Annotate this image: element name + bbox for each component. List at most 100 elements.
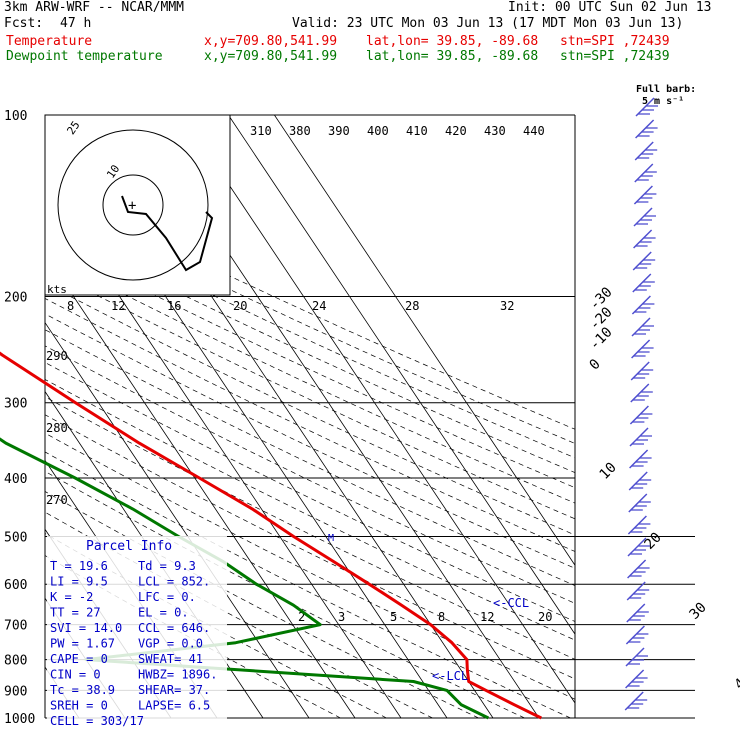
wind-barb — [629, 405, 649, 425]
dry-adiabat — [45, 282, 575, 536]
wind-barb — [625, 669, 645, 689]
dry-adiabat — [45, 345, 575, 604]
wind-barb — [632, 273, 652, 293]
theta-label: 400 — [367, 124, 389, 138]
temperature-station: stn=SPI ,72439 — [560, 34, 670, 49]
wind-barb — [627, 515, 647, 535]
mixing-ratio-label-lower: 3 — [338, 610, 345, 624]
hodograph-frame — [44, 114, 231, 296]
isotherm-label: -10 — [587, 324, 616, 353]
pressure-label-600: 600 — [4, 578, 27, 593]
hodograph-center: + — [128, 198, 136, 214]
wind-barb — [631, 339, 651, 359]
fcst-value: 47 h — [60, 16, 92, 31]
wind-barb — [626, 581, 646, 601]
dry-adiabat — [45, 198, 575, 444]
theta-left-label: 290 — [46, 349, 68, 363]
wind-barb — [628, 471, 648, 491]
mixing-ratio-label: 20 — [233, 299, 247, 313]
wind-barb — [631, 295, 651, 315]
pressure-label-100: 100 — [4, 109, 27, 124]
wind-barb — [630, 361, 650, 381]
theta-left-label: 280 — [46, 421, 68, 435]
wind-barb — [629, 449, 649, 469]
wind-barb — [633, 229, 653, 249]
wind-barb — [625, 625, 645, 645]
parcel-title: Parcel Info — [86, 539, 172, 554]
hodograph-ring-label: 10 — [104, 163, 122, 181]
pressure-label-900: 900 — [4, 684, 27, 699]
parcel-row-left: T = 19.6 — [50, 559, 108, 573]
parcel-row-left: K = -2 — [50, 590, 93, 604]
dry-adiabat — [45, 362, 575, 622]
pressure-label-200: 200 — [4, 291, 27, 306]
wind-barb — [633, 185, 653, 205]
model-title: 3km ARW-WRF -- NCAR/MMM — [4, 0, 185, 15]
hodograph-ring-label: 25 — [64, 119, 82, 137]
parcel-row-right: LCL = 852. — [138, 575, 210, 589]
theta-label: 410 — [406, 124, 428, 138]
wind-barb — [625, 647, 645, 667]
parcel-row-right: VGP = 0.0 — [138, 637, 203, 651]
mixing-ratio-label: 16 — [167, 299, 181, 313]
wind-barb — [634, 141, 654, 161]
theta-label: 380 — [289, 124, 311, 138]
mixing-ratio-label: 12 — [111, 299, 125, 313]
parcel-row-right: Td = 9.3 — [138, 559, 196, 573]
mixing-ratio-label: 8 — [67, 299, 74, 313]
isotherm-label: 0 — [587, 356, 604, 373]
pressure-label-700: 700 — [4, 619, 27, 634]
wind-barb — [635, 119, 655, 139]
dry-adiabat — [45, 185, 575, 430]
isotherm-line — [228, 115, 575, 635]
parcel-row-left: TT = 27 — [50, 606, 101, 620]
dewpoint-coords: x,y=709.80,541.99 — [204, 49, 338, 64]
parcel-row-right: EL = 0. — [138, 606, 189, 620]
isotherm-label: 10 — [597, 460, 620, 483]
wind-barb — [633, 207, 653, 227]
hodograph-unit: kts — [47, 283, 67, 296]
mixing-ratio-label-lower: 12 — [480, 610, 494, 624]
temperature-coords: x,y=709.80,541.99 — [204, 34, 338, 49]
theta-left-label: 270 — [46, 493, 68, 507]
barb-note-1: Full barb: — [636, 84, 696, 95]
dewpoint-legend: Dewpoint temperature — [6, 49, 163, 64]
mixing-ratio-label-lower: 5 — [390, 610, 397, 624]
dry-adiabat — [45, 511, 433, 718]
parcel-row-right: CCL = 646. — [138, 621, 210, 635]
wind-barb — [628, 493, 648, 513]
mixing-ratio-label: 24 — [312, 299, 326, 313]
pressure-label-400: 400 — [4, 472, 27, 487]
mixing-ratio-label-lower: 2 — [298, 610, 305, 624]
isotherm-line — [45, 252, 356, 718]
wind-barb — [635, 97, 655, 117]
dry-adiabat — [45, 451, 571, 718]
theta-label: 390 — [328, 124, 350, 138]
wind-barb — [627, 537, 647, 557]
parcel-row-left: PW = 1.67 — [50, 637, 115, 651]
isotherm-label: 40 — [732, 670, 740, 693]
parcel-row-left: LI = 9.5 — [50, 575, 108, 589]
pressure-label-800: 800 — [4, 654, 27, 669]
parcel-row-right: LAPSE= 6.5 — [138, 699, 210, 713]
parcel-row-right: SHEAR= 37. — [138, 683, 210, 697]
pressure-label-300: 300 — [4, 397, 27, 412]
parcel-box — [47, 536, 227, 726]
wind-barb — [634, 163, 654, 183]
parcel-row-right: HWBZ= 1896. — [138, 668, 217, 682]
wind-barb — [624, 691, 644, 711]
isotherm-line — [45, 321, 310, 718]
pressure-label-1000: 1000 — [4, 712, 35, 727]
temperature-latlon: lat,lon= 39.85, -89.68 — [366, 34, 539, 49]
lcl-label: <-LCL — [432, 669, 468, 683]
theta-label: 420 — [445, 124, 467, 138]
parcel-row-left: CELL = 303/17 — [50, 714, 144, 728]
dry-adiabat — [45, 414, 575, 680]
temperature-profile — [0, 351, 542, 720]
mixing-ratio-label: 32 — [500, 299, 514, 313]
theta-label: 310 — [250, 124, 272, 138]
mixing-ratio-label-lower: 8 — [438, 610, 445, 624]
pressure-label-500: 500 — [4, 530, 27, 545]
fcst-label: Fcst: — [4, 16, 44, 31]
